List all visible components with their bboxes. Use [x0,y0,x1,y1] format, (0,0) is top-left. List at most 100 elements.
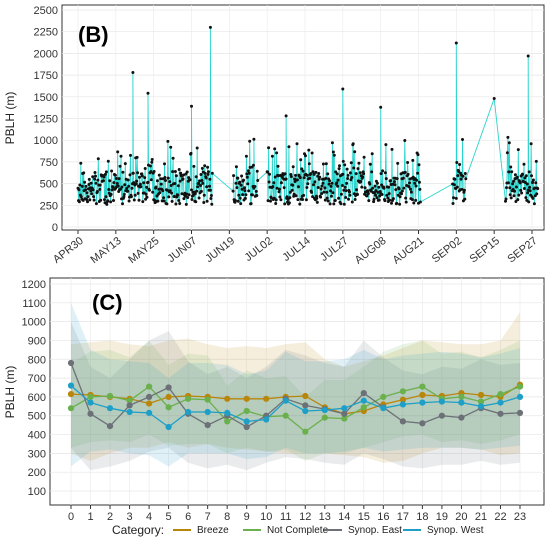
pblh-point [335,181,339,185]
pblh-point [117,177,121,181]
pblh-point [315,200,319,204]
pblh-point [256,179,260,182]
pblh-point [240,174,244,178]
pblh-point [99,198,103,202]
pblh-point [511,182,515,186]
pblh-point [284,114,288,118]
pblh-point [194,175,198,179]
pblh-point [531,178,535,182]
pblh-point [129,153,132,157]
pblh-point [406,172,410,176]
pblh-point [326,172,330,176]
pblh-point [202,201,206,204]
pblh-point [275,186,279,190]
x-tick-label: JUN07 [165,235,199,265]
pblh-point [342,188,346,192]
pblh-point [329,189,332,193]
pblh-point [341,87,345,91]
pblh-point [106,199,110,203]
pblh-point [134,182,138,186]
pblh-point [410,198,414,202]
pblh-point [464,177,468,181]
pblh-point [336,184,340,188]
pblh-point [110,169,114,173]
pblh-point [524,196,528,200]
pblh-point [141,200,145,204]
pblh-point [89,189,93,193]
series-point-0 [165,393,172,400]
x-tick-label: 3 [127,511,133,523]
pblh-point [103,172,107,176]
pblh-point [173,170,177,173]
x-tick-label: 6 [185,511,191,523]
panel-c-y-ticks: 100 200 300 400 500 600 700 800 900 1000 1100 1200 [22,279,46,498]
pblh-point [139,185,143,189]
pblh-point [287,145,291,149]
pblh-point [268,172,271,176]
series-point-1 [380,393,387,400]
pblh-point [96,157,100,161]
pblh-point [244,193,248,197]
pblh-point [95,190,99,193]
pblh-point [349,178,353,182]
y-tick-label: 100 [28,486,46,498]
x-tick-label: 0 [68,511,74,523]
pblh-point [163,162,166,166]
series-point-0 [399,396,406,403]
pblh-point [128,173,132,177]
pblh-point [167,195,171,199]
pblh-point [331,191,335,195]
pblh-point [244,154,248,158]
pblh-point [374,193,377,197]
pblh-point [392,180,396,184]
pblh-point [331,150,335,154]
pblh-point [189,151,193,155]
pblh-point [193,192,197,196]
pblh-point [87,177,91,181]
pblh-point [126,178,130,182]
pblh-point [402,186,406,190]
pblh-point [461,174,465,178]
x-tick-label: 14 [338,511,350,523]
pblh-point [192,164,196,168]
y-tick-label: 300 [28,448,46,460]
pblh-point [524,174,528,178]
y-tick-label: 1200 [22,279,46,291]
pblh-point [507,141,511,145]
pblh-point [112,181,116,185]
pblh-point [278,195,282,199]
pblh-point [110,188,114,192]
series-point-3 [360,397,367,404]
pblh-point [383,171,387,175]
pblh-point [94,174,97,178]
pblh-point [307,162,311,166]
pblh-point [381,169,385,173]
pblh-point [89,181,93,185]
pblh-point [417,180,421,184]
pblh-point [283,172,287,176]
pblh-point [234,181,238,185]
pblh-point [355,188,358,192]
pblh-point [274,198,278,202]
panel-b-y-ticks: 0 250 500 750 1000 1250 1500 1750 2000 2250 2500 [34,5,58,234]
pblh-point [530,174,533,178]
pblh-point [348,193,352,197]
pblh-point [348,190,351,194]
pblh-point [176,184,180,188]
pblh-point [370,152,374,156]
series-point-3 [321,407,328,414]
pblh-point [119,154,123,158]
pblh-point [416,171,420,175]
pblh-point [132,198,136,202]
pblh-point [325,190,329,194]
pblh-point [236,176,240,180]
pblh-point [536,187,540,191]
pblh-point [135,155,139,159]
pblh-point [92,195,96,199]
pblh-point [301,169,305,173]
pblh-point [164,179,167,182]
series-point-2 [302,402,309,409]
pblh-point [162,196,166,200]
series-point-0 [302,392,309,400]
pblh-point [237,193,241,197]
